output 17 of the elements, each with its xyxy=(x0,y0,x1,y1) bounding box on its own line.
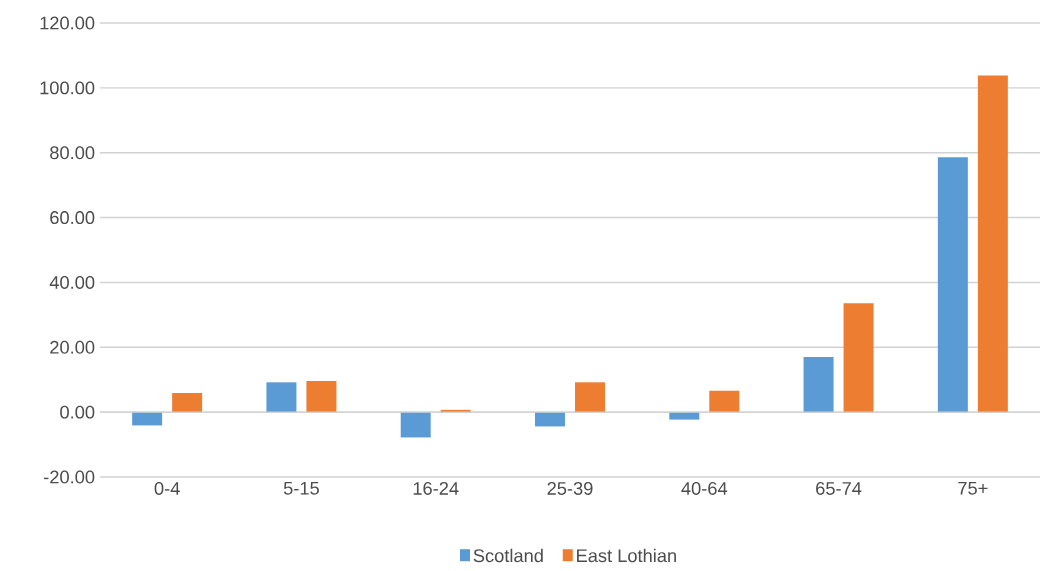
x-tick-label: 65-74 xyxy=(816,481,862,495)
y-tick-label: 80.00 xyxy=(50,146,95,160)
legend-label: Scotland xyxy=(473,548,543,563)
y-tick-label: 120.00 xyxy=(40,16,95,30)
legend-label: East Lothian xyxy=(577,548,676,563)
y-tick-label: -20.00 xyxy=(44,470,95,484)
x-tick-label: 40-64 xyxy=(681,481,728,495)
x-tick-label: 0-4 xyxy=(154,481,180,495)
y-tick-label: 0.00 xyxy=(60,405,95,419)
y-tick-label: 40.00 xyxy=(49,275,95,289)
x-tick-label: 25-39 xyxy=(547,481,593,495)
x-tick-label: 75+ xyxy=(958,481,988,495)
y-tick-label: 20.00 xyxy=(50,340,95,354)
x-tick-label: 16-24 xyxy=(413,481,459,495)
x-tick-label: 5-15 xyxy=(283,481,319,495)
y-tick-label: 60.00 xyxy=(50,211,95,225)
y-tick-label: 100.00 xyxy=(40,81,95,95)
